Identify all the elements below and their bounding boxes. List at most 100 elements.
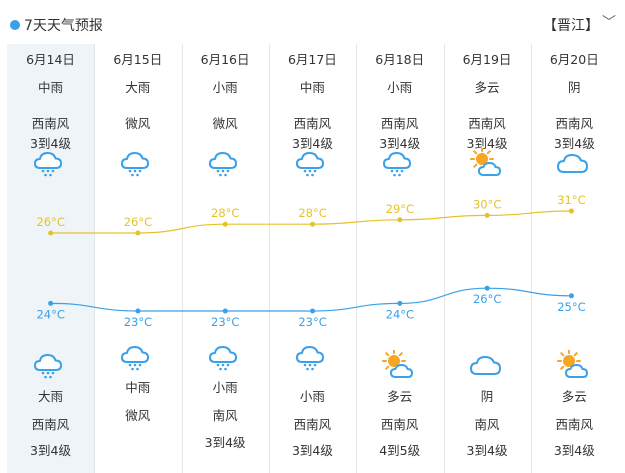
night-weather: 多云 — [387, 389, 413, 404]
column-separator — [356, 44, 358, 473]
cloud-icon — [556, 148, 592, 178]
high-temp-label: 31°C — [557, 193, 585, 207]
partly-cloudy-icon — [556, 349, 592, 380]
low-temp-point — [310, 308, 316, 314]
night-wind-level: 4到5级 — [379, 443, 421, 458]
day-wind: 西南风 — [293, 116, 332, 131]
low-temp-point — [222, 308, 228, 314]
low-temp-label: 25°C — [557, 300, 585, 314]
day-column-1[interactable]: 6月14日 中雨 西南风 3到4级 大雨 西南风 3到4级 — [7, 44, 94, 473]
day-wind: 西南风 — [31, 116, 70, 131]
night-weather: 小雨 — [299, 389, 325, 404]
high-temp-label: 26°C — [124, 215, 152, 229]
high-temp-point — [484, 212, 490, 218]
low-temp-label: 26°C — [473, 292, 501, 306]
day-weather: 小雨 — [212, 80, 238, 95]
low-temp-label: 23°C — [211, 315, 239, 329]
day-column-7[interactable]: 6月20日阴西南风 3到4级 多云 西南风 3到4级 — [531, 44, 618, 473]
night-wind-level: 3到4级 — [291, 443, 333, 458]
day-wind: 微风 — [125, 116, 151, 131]
day-wind-level: 3到4级 — [379, 136, 421, 151]
night-weather: 大雨 — [37, 389, 63, 404]
low-temp-label: 24°C — [386, 307, 414, 321]
day-wind-level: 3到4级 — [291, 136, 333, 151]
day-wind: 西南风 — [468, 116, 506, 131]
day-column-2[interactable]: 6月15日 大雨 微风 中雨 微风 — [94, 44, 181, 473]
rain-icon — [294, 342, 330, 372]
low-temp-point — [484, 285, 490, 291]
day-column-6[interactable]: 6月19日 多云 西南风 3到4级阴南风 3到4级 — [444, 44, 531, 473]
date-label: 6月19日 — [462, 52, 512, 67]
night-wind: 西南风 — [31, 417, 70, 432]
high-temp-point — [568, 208, 574, 214]
day-wind-level: 3到4级 — [553, 136, 595, 151]
forecast-header: 7天天气预报 【晋江】 ﹀ — [0, 0, 625, 40]
day-wind: 微风 — [212, 116, 238, 131]
column-separator — [268, 44, 270, 473]
night-wind: 南风 — [474, 417, 500, 432]
day-weather: 阴 — [568, 80, 581, 95]
high-temp-point — [310, 221, 316, 227]
rain-icon — [294, 148, 330, 178]
day-weather: 小雨 — [387, 80, 413, 95]
high-temp-label: 26°C — [36, 215, 64, 229]
high-temp-label: 29°C — [386, 202, 414, 216]
high-temp-point — [222, 221, 228, 227]
night-weather: 中雨 — [125, 380, 151, 395]
night-wind: 西南风 — [380, 417, 419, 432]
night-wind: 西南风 — [555, 417, 594, 432]
low-temp-point — [397, 300, 403, 306]
night-weather: 阴 — [480, 389, 494, 404]
column-separator — [181, 44, 183, 473]
date-label: 6月18日 — [375, 52, 425, 67]
rain-icon — [207, 148, 243, 178]
high-temp-label: 28°C — [298, 206, 326, 220]
title-dot-icon — [10, 20, 20, 30]
day-wind: 西南风 — [380, 116, 419, 131]
night-wind-level: 3到4级 — [30, 443, 71, 458]
rain-icon — [119, 342, 155, 372]
cloud-icon — [469, 350, 505, 380]
day-wind-level: 3到4级 — [30, 136, 71, 151]
day-column-4[interactable]: 6月17日 中雨 西南风 3到4级 小雨 西南风 3到4级 — [269, 44, 356, 473]
night-wind: 微风 — [125, 408, 151, 423]
rain-icon — [32, 148, 68, 178]
rain-icon — [381, 148, 417, 178]
day-column-3[interactable]: 6月16日 小雨 微风 小雨 南风 3到4级 — [182, 44, 269, 473]
low-temp-label: 23°C — [298, 315, 326, 329]
date-label: 6月20日 — [549, 52, 599, 67]
forecast-title: 7天天气预报 — [24, 18, 103, 34]
day-weather: 中雨 — [37, 80, 63, 95]
high-temp-point — [397, 217, 403, 223]
low-temp-point — [568, 293, 574, 299]
night-weather: 多云 — [561, 389, 587, 404]
rain-icon — [32, 350, 68, 380]
day-wind: 西南风 — [555, 116, 594, 131]
day-column-5[interactable]: 6月18日 小雨 西南风 3到4级 多云 西南风 4到5级 — [356, 44, 443, 473]
high-temp-point — [135, 230, 141, 236]
column-separator — [530, 44, 532, 473]
partly-cloudy-icon — [381, 349, 417, 380]
date-label: 6月17日 — [287, 52, 337, 67]
high-temp-label: 28°C — [211, 206, 239, 220]
low-temp-label: 24°C — [36, 307, 64, 321]
night-wind-level: 3到4级 — [466, 443, 508, 458]
night-wind: 西南风 — [293, 417, 332, 432]
date-label: 6月14日 — [26, 52, 75, 67]
night-wind: 南风 — [212, 408, 238, 423]
chevron-down-icon[interactable]: ﹀ — [602, 15, 616, 31]
day-wind-level: 3到4级 — [466, 136, 508, 151]
night-wind-level: 3到4级 — [204, 435, 246, 450]
rain-icon — [119, 148, 155, 178]
low-temp-point — [135, 308, 141, 314]
column-separator — [94, 44, 96, 473]
day-weather: 中雨 — [299, 80, 325, 95]
night-wind-level: 3到4级 — [553, 443, 595, 458]
high-temp-point — [48, 230, 54, 236]
day-weather: 多云 — [474, 80, 500, 95]
city-selector[interactable]: 【晋江】 — [543, 18, 599, 34]
rain-icon — [207, 342, 243, 372]
date-label: 6月16日 — [200, 52, 250, 67]
low-temp-label: 23°C — [124, 315, 152, 329]
high-temp-label: 30°C — [473, 197, 501, 211]
